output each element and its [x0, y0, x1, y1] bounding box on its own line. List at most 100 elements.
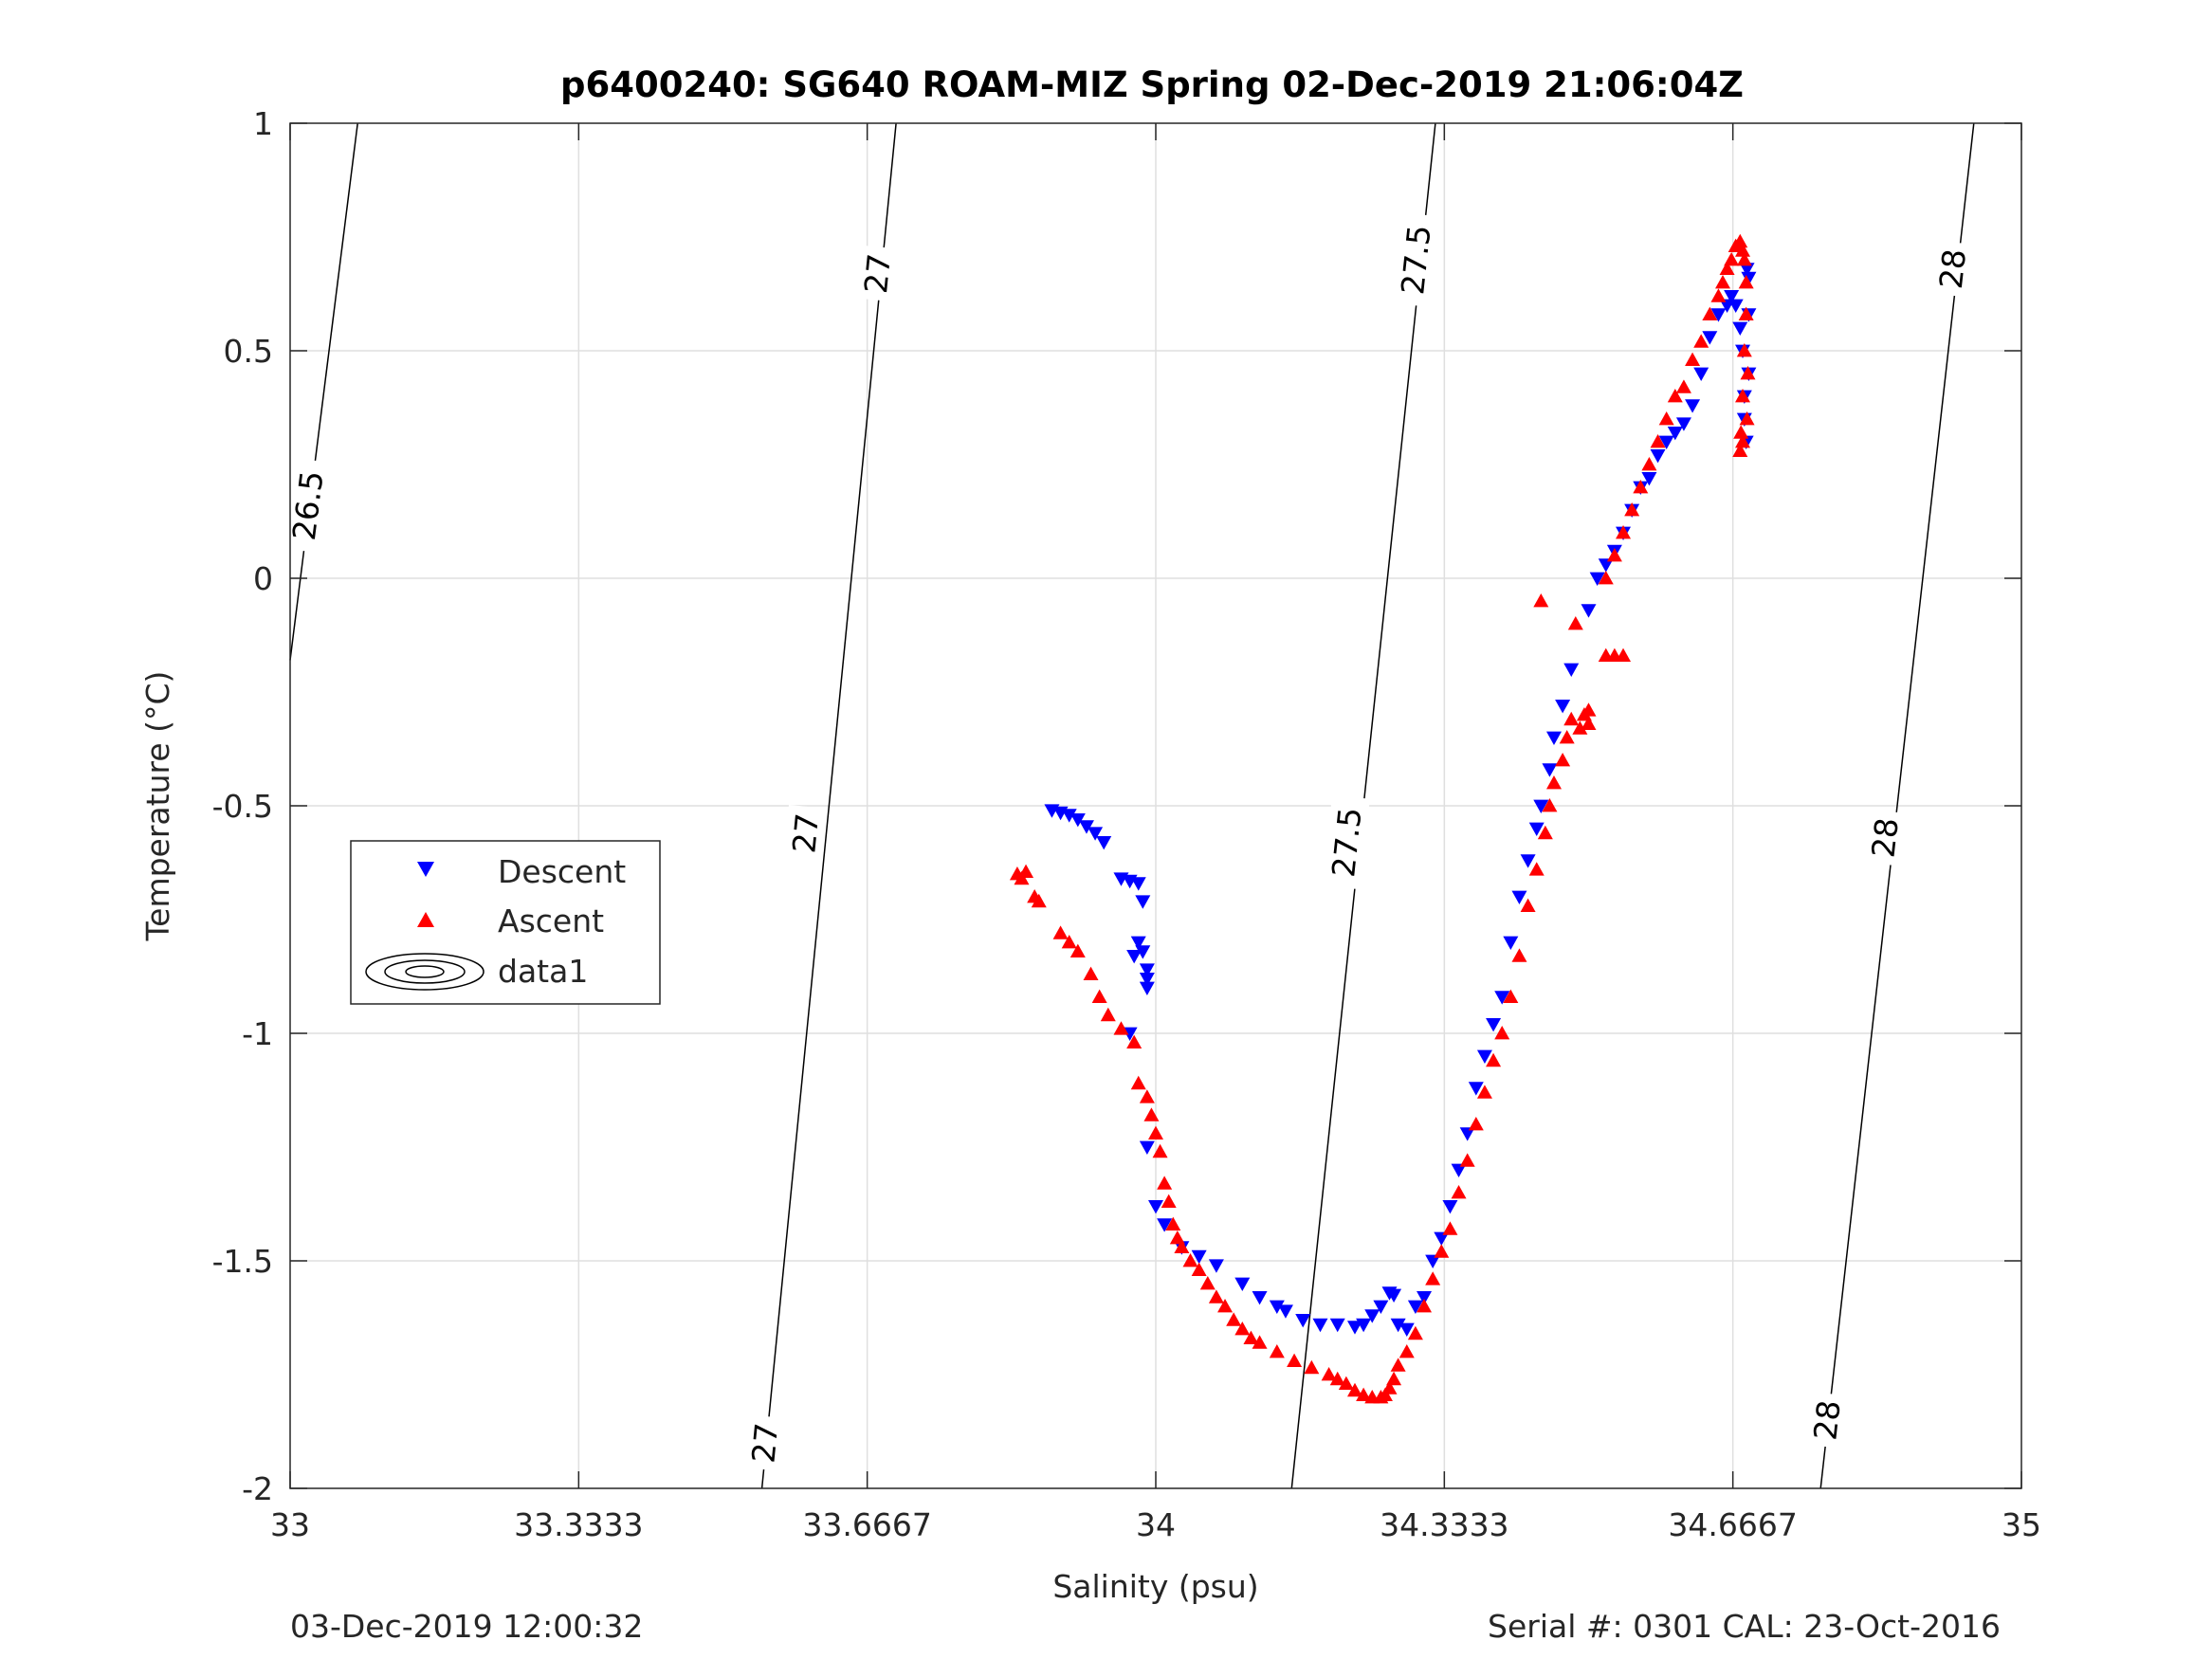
contour-label-group: 27.5 — [1322, 794, 1370, 890]
descent-point — [1710, 308, 1727, 322]
ascent-point — [1165, 1216, 1181, 1231]
ascent-point — [1468, 1117, 1484, 1131]
descent-point — [1563, 663, 1580, 677]
ascent-point — [1633, 480, 1649, 494]
legend: Descent Ascent data1 — [350, 840, 661, 1005]
ascent-point — [1226, 1312, 1242, 1326]
descent-point — [1252, 1291, 1268, 1305]
ascent-point — [1537, 825, 1553, 840]
descent-point — [1442, 1200, 1458, 1214]
ascent-point — [1143, 1107, 1160, 1121]
ascent-point — [1511, 948, 1527, 962]
ascent-point — [1152, 1143, 1168, 1158]
y-tick-label: 1 — [253, 105, 273, 142]
descent-point — [1139, 1140, 1155, 1155]
y-tick-label: 0.5 — [224, 333, 273, 370]
y-tick-label: -1 — [242, 1015, 273, 1052]
ascent-point — [1083, 966, 1099, 980]
contour-label-group: 28 — [1862, 809, 1907, 866]
descent-point — [1135, 945, 1151, 959]
ascent-point — [1702, 306, 1718, 320]
ascent-point — [1417, 1299, 1433, 1313]
ascent-point — [1739, 411, 1755, 426]
ascent-point — [1252, 1335, 1268, 1349]
legend-descent-marker — [417, 862, 434, 877]
ascent-point — [1113, 1021, 1129, 1035]
ascent-point — [1018, 864, 1034, 878]
descent-point — [1528, 822, 1545, 836]
contour-label-mask — [1391, 212, 1439, 307]
x-tick-label: 34.6667 — [1668, 1506, 1797, 1543]
contour-label-mask — [1930, 240, 1974, 298]
descent-point — [1295, 1314, 1311, 1328]
legend-descent-label: Descent — [498, 853, 626, 890]
ascent-point — [1576, 707, 1592, 721]
ascent-point — [1693, 334, 1709, 348]
contour-label-group: 27 — [783, 804, 827, 862]
ascent-point — [1624, 502, 1640, 517]
y-tick-label: -1.5 — [212, 1243, 273, 1280]
ascent-point — [1126, 1034, 1143, 1048]
series-ascent — [1009, 233, 1756, 1404]
ascent-point — [1425, 1271, 1441, 1285]
descent-point — [1425, 1254, 1441, 1268]
descent-point — [1503, 936, 1519, 950]
ascent-point — [1234, 1322, 1251, 1336]
descent-point — [1139, 981, 1155, 995]
contour-label: 27 — [857, 252, 898, 296]
descent-point — [1589, 572, 1605, 586]
ascent-point — [1650, 434, 1666, 448]
descent-point — [1390, 1318, 1406, 1333]
descent-point — [1346, 1321, 1362, 1335]
ascent-point — [1386, 1371, 1402, 1386]
contour-label: 28 — [1806, 1398, 1847, 1442]
descent-point — [1234, 1277, 1251, 1291]
ascent-point — [1735, 243, 1751, 257]
ascent-point — [1321, 1367, 1337, 1381]
ascent-point — [1269, 1344, 1285, 1358]
descent-point — [1724, 290, 1740, 304]
ascent-point — [1520, 898, 1536, 912]
ascent-point — [1724, 252, 1740, 266]
ascent-point — [1174, 1239, 1190, 1253]
isopycnal-line-26.5 — [289, 122, 358, 661]
contour-label-mask — [1804, 1391, 1849, 1449]
descent-point — [1398, 1322, 1415, 1337]
ascent-point — [1208, 1289, 1224, 1304]
descent-point — [1139, 963, 1155, 977]
contour-label: 26.5 — [285, 468, 331, 542]
ascent-point — [1736, 343, 1752, 357]
y-axis-tick-labels: -2 -1.5 -1 -0.5 0 0.5 1 — [212, 105, 273, 1507]
ascent-point — [1451, 1185, 1467, 1199]
descent-point — [1434, 1231, 1450, 1246]
descent-point — [1191, 1249, 1207, 1265]
ascent-point — [1667, 389, 1683, 403]
contour-label-group: 27.5 — [1391, 212, 1439, 307]
descent-point — [1520, 854, 1536, 868]
contour-label: 28 — [1864, 816, 1905, 860]
contour-label-group: 28 — [1930, 240, 1974, 298]
descent-point — [1641, 472, 1657, 486]
ascent-point — [1217, 1299, 1234, 1313]
contour-label-mask — [783, 804, 827, 862]
descent-point — [1459, 1127, 1475, 1141]
ascent-point — [1304, 1359, 1320, 1375]
descent-point — [1650, 449, 1666, 464]
x-tick-label: 34.3333 — [1380, 1506, 1508, 1543]
descent-point — [1658, 435, 1674, 449]
descent-point — [1476, 1049, 1492, 1064]
descent-point — [1542, 763, 1558, 777]
ascent-point — [1542, 798, 1558, 812]
descent-point — [1157, 1218, 1173, 1232]
descent-point — [1312, 1318, 1328, 1333]
descent-point — [1728, 299, 1744, 313]
contour-label-group: 26.5 — [283, 458, 333, 554]
descent-point — [1702, 331, 1718, 345]
descent-point — [1555, 700, 1571, 714]
ascent-point — [1199, 1276, 1216, 1290]
ascent-point — [1559, 730, 1575, 744]
ascent-point — [1606, 548, 1622, 562]
ascent-point — [1161, 1194, 1177, 1208]
x-tick-label: 34 — [1136, 1506, 1176, 1543]
contour-label-mask — [855, 245, 899, 302]
